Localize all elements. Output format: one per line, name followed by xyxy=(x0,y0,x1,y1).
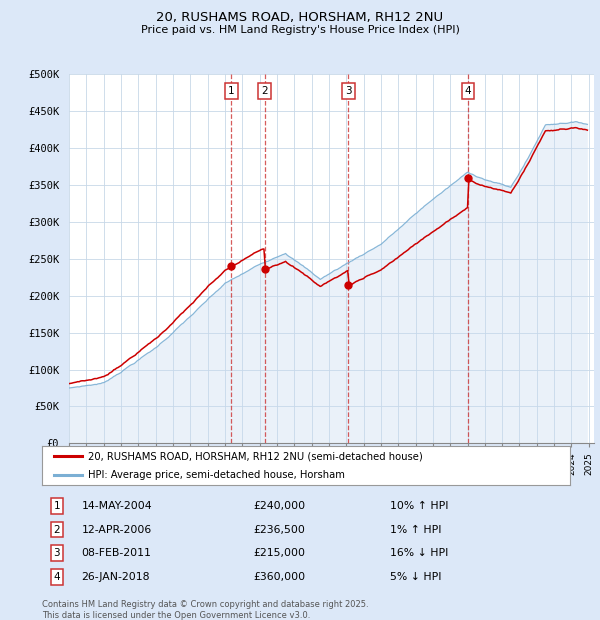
Text: HPI: Average price, semi-detached house, Horsham: HPI: Average price, semi-detached house,… xyxy=(88,470,346,480)
Text: 08-FEB-2011: 08-FEB-2011 xyxy=(82,548,151,558)
Text: 14-MAY-2004: 14-MAY-2004 xyxy=(82,501,152,511)
Text: 4: 4 xyxy=(465,86,472,96)
Text: 20, RUSHAMS ROAD, HORSHAM, RH12 2NU: 20, RUSHAMS ROAD, HORSHAM, RH12 2NU xyxy=(157,11,443,24)
Text: 3: 3 xyxy=(53,548,60,558)
Text: 1: 1 xyxy=(228,86,235,96)
Text: 5% ↓ HPI: 5% ↓ HPI xyxy=(391,572,442,582)
Text: Contains HM Land Registry data © Crown copyright and database right 2025.
This d: Contains HM Land Registry data © Crown c… xyxy=(42,600,368,620)
Text: 20, RUSHAMS ROAD, HORSHAM, RH12 2NU (semi-detached house): 20, RUSHAMS ROAD, HORSHAM, RH12 2NU (sem… xyxy=(88,451,423,461)
Text: 4: 4 xyxy=(53,572,60,582)
Text: £236,500: £236,500 xyxy=(253,525,305,534)
Text: 2: 2 xyxy=(53,525,60,534)
Text: 1: 1 xyxy=(53,501,60,511)
Text: £240,000: £240,000 xyxy=(253,501,305,511)
Text: 3: 3 xyxy=(345,86,352,96)
Text: 26-JAN-2018: 26-JAN-2018 xyxy=(82,572,150,582)
Text: £215,000: £215,000 xyxy=(253,548,305,558)
Text: 10% ↑ HPI: 10% ↑ HPI xyxy=(391,501,449,511)
Text: 2: 2 xyxy=(262,86,268,96)
Text: 12-APR-2006: 12-APR-2006 xyxy=(82,525,152,534)
Text: £360,000: £360,000 xyxy=(253,572,305,582)
Text: 1% ↑ HPI: 1% ↑ HPI xyxy=(391,525,442,534)
Text: 16% ↓ HPI: 16% ↓ HPI xyxy=(391,548,449,558)
Text: Price paid vs. HM Land Registry's House Price Index (HPI): Price paid vs. HM Land Registry's House … xyxy=(140,25,460,35)
